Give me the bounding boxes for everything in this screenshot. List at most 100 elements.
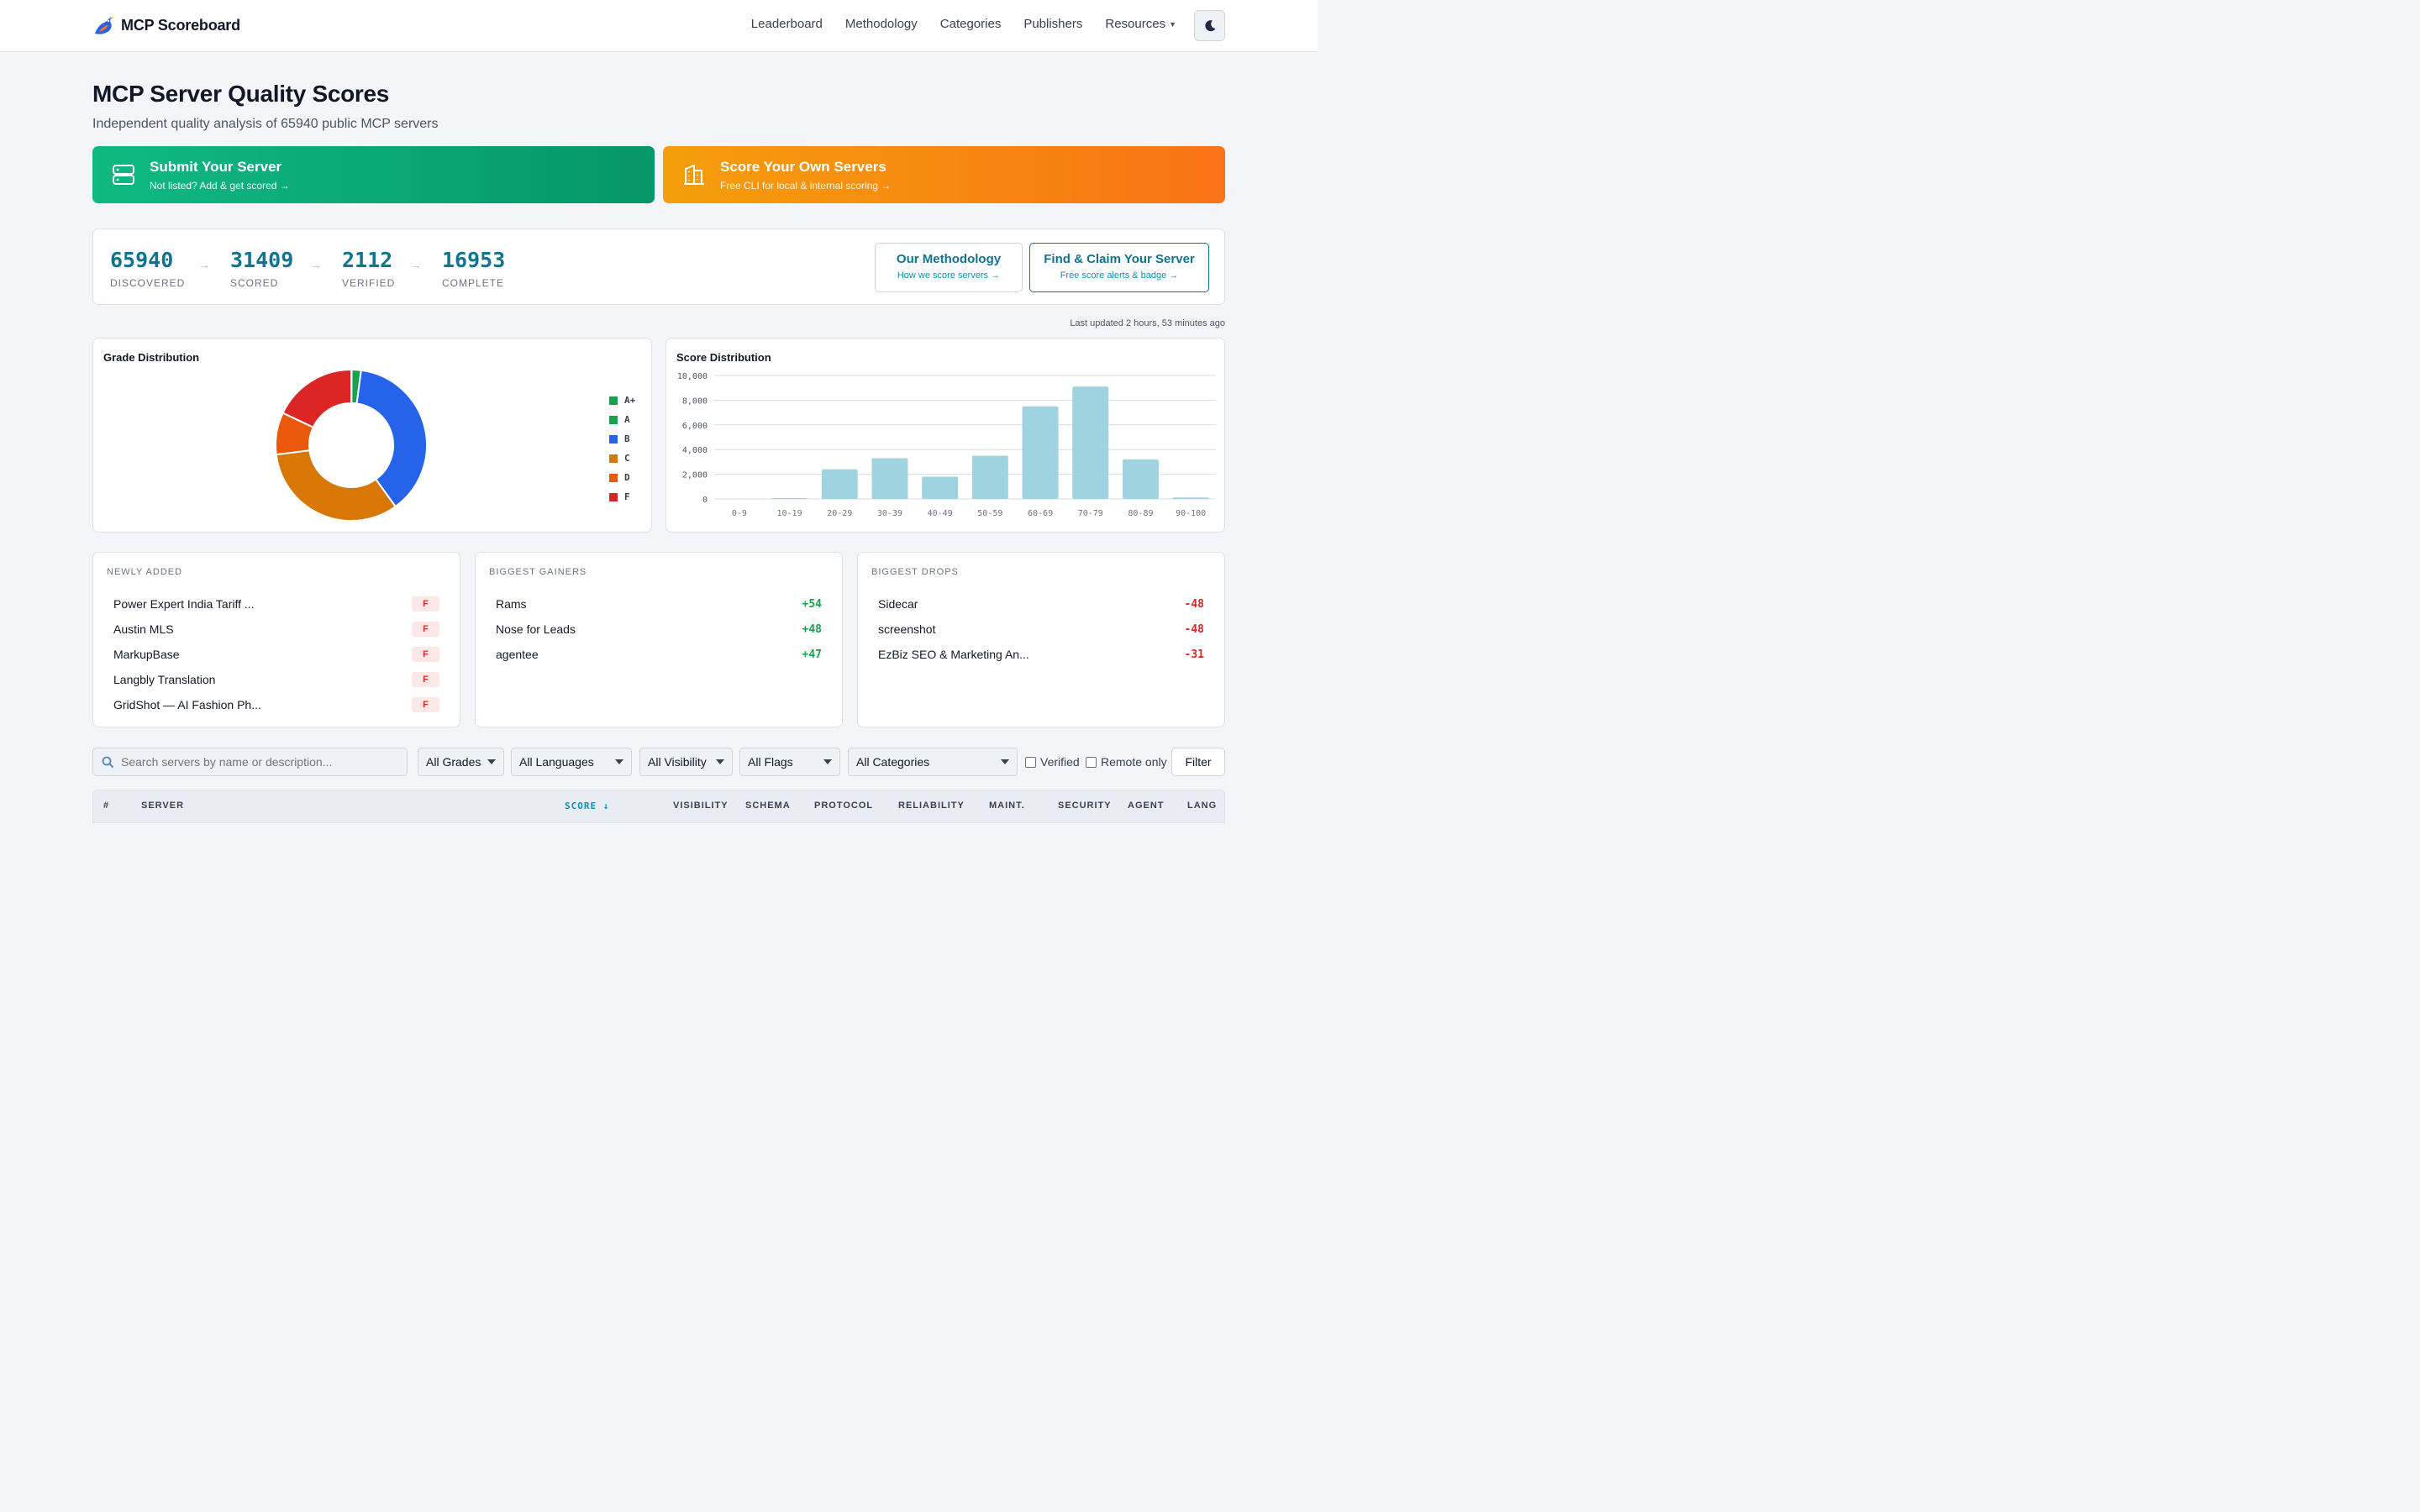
arrow-right-icon: → bbox=[310, 258, 322, 271]
grade-badge: F bbox=[412, 596, 439, 612]
donut-slice-b[interactable] bbox=[355, 369, 428, 508]
bar-40-49[interactable] bbox=[922, 476, 959, 499]
col-agent[interactable]: AGENT bbox=[1128, 801, 1165, 811]
grade-badge: F bbox=[412, 672, 439, 687]
bar-30-39[interactable] bbox=[871, 458, 908, 499]
bar-50-59[interactable] bbox=[971, 455, 1008, 499]
bar-90-100[interactable] bbox=[1172, 497, 1209, 499]
list-item[interactable]: Nose for Leads +48 bbox=[496, 617, 822, 642]
moon-icon bbox=[1204, 19, 1215, 31]
server-name[interactable]: MarkupBase bbox=[113, 648, 180, 661]
legend-item[interactable]: F bbox=[609, 487, 635, 507]
brand[interactable]: MCP Scoreboard bbox=[92, 13, 240, 37]
legend-label: B bbox=[624, 433, 630, 444]
select-value: All Languages bbox=[519, 755, 594, 769]
col-schema[interactable]: SCHEMA bbox=[745, 801, 791, 811]
y-tick-label: 8,000 bbox=[682, 396, 708, 406]
nav-categories[interactable]: Categories bbox=[939, 17, 1002, 31]
search-input[interactable] bbox=[121, 755, 390, 769]
nav-resources[interactable]: Resources ▼ bbox=[1105, 17, 1176, 31]
list-item[interactable]: GridShot — AI Fashion Ph... F bbox=[113, 692, 439, 717]
newly-added-card: NEWLY ADDED Power Expert India Tariff ..… bbox=[92, 552, 460, 727]
server-name[interactable]: Austin MLS bbox=[113, 622, 174, 636]
grade-select[interactable]: All Grades bbox=[418, 748, 504, 776]
submit-server-banner[interactable]: Submit Your Server Not listed? Add & get… bbox=[92, 146, 655, 203]
list-item[interactable]: EzBiz SEO & Marketing An... -31 bbox=[878, 642, 1204, 667]
button-subtitle: Free score alerts & badge → bbox=[1060, 270, 1179, 281]
list-item[interactable]: agentee +47 bbox=[496, 642, 822, 667]
checkbox-box[interactable] bbox=[1025, 756, 1036, 768]
legend-swatch bbox=[609, 415, 618, 424]
score-own-servers-banner[interactable]: Score Your Own Servers Free CLI for loca… bbox=[663, 146, 1225, 203]
list-item[interactable]: Sidecar -48 bbox=[878, 591, 1204, 617]
score-bar-chart: 0 2,000 4,000 6,000 8,000 10,000 0-9 10-19 20-29… bbox=[677, 372, 1216, 518]
our-methodology-button[interactable]: Our Methodology How we score servers → bbox=[875, 243, 1023, 292]
list-item[interactable]: MarkupBase F bbox=[113, 642, 439, 667]
legend-item[interactable]: D bbox=[609, 468, 635, 487]
categories-select[interactable]: All Categories bbox=[848, 748, 1018, 776]
stat-label: SCORED bbox=[230, 277, 279, 289]
col-reliability[interactable]: RELIABILITY bbox=[898, 801, 965, 811]
donut-slice-c[interactable] bbox=[275, 449, 397, 522]
donut-slice-f[interactable] bbox=[281, 368, 352, 428]
server-name[interactable]: Nose for Leads bbox=[496, 622, 576, 636]
list-item[interactable]: screenshot -48 bbox=[878, 617, 1204, 642]
claim-server-button[interactable]: Find & Claim Your Server Free score aler… bbox=[1029, 243, 1209, 292]
legend-item[interactable]: C bbox=[609, 449, 635, 468]
server-name[interactable]: Sidecar bbox=[878, 597, 918, 611]
legend-item[interactable]: A+ bbox=[609, 391, 635, 410]
legend-label: C bbox=[624, 453, 630, 464]
x-tick-label: 50-59 bbox=[977, 509, 1002, 518]
score-delta: +47 bbox=[802, 648, 822, 661]
col-maintenance[interactable]: MAINT. bbox=[989, 801, 1025, 811]
bar-20-29[interactable] bbox=[821, 469, 858, 499]
theme-toggle-button[interactable] bbox=[1194, 10, 1225, 41]
server-name[interactable]: GridShot — AI Fashion Ph... bbox=[113, 698, 261, 711]
nav-publishers[interactable]: Publishers bbox=[1023, 17, 1083, 31]
legend-item[interactable]: B bbox=[609, 429, 635, 449]
legend-swatch bbox=[609, 396, 618, 405]
legend-label: D bbox=[624, 472, 630, 483]
col-server[interactable]: SERVER bbox=[141, 801, 185, 811]
list-item[interactable]: Austin MLS F bbox=[113, 617, 439, 642]
y-tick-label: 0 bbox=[702, 496, 708, 505]
visibility-select[interactable]: All Visibility bbox=[639, 748, 733, 776]
score-delta: -48 bbox=[1184, 622, 1204, 636]
search-box[interactable] bbox=[92, 748, 408, 776]
flags-select[interactable]: All Flags bbox=[739, 748, 840, 776]
bar-80-89[interactable] bbox=[1122, 459, 1159, 499]
bar-70-79[interactable] bbox=[1072, 386, 1109, 499]
list-label: BIGGEST DROPS bbox=[871, 567, 959, 577]
nav-methodology[interactable]: Methodology bbox=[844, 17, 918, 31]
button-subtitle: How we score servers → bbox=[897, 270, 1001, 281]
bird-logo-icon bbox=[95, 17, 114, 34]
stat-label: COMPLETE bbox=[442, 277, 505, 289]
language-select[interactable]: All Languages bbox=[511, 748, 632, 776]
server-name[interactable]: Langbly Translation bbox=[113, 673, 216, 686]
server-name[interactable]: screenshot bbox=[878, 622, 936, 636]
server-name[interactable]: EzBiz SEO & Marketing An... bbox=[878, 648, 1029, 661]
server-name[interactable]: Power Expert India Tariff ... bbox=[113, 597, 255, 611]
col-visibility[interactable]: VISIBILITY bbox=[673, 801, 729, 811]
bar-60-69[interactable] bbox=[1022, 406, 1059, 499]
checkbox-box[interactable] bbox=[1086, 756, 1097, 768]
legend-item[interactable]: A bbox=[609, 410, 635, 429]
server-name[interactable]: Rams bbox=[496, 597, 527, 611]
filter-button[interactable]: Filter bbox=[1171, 748, 1225, 776]
col-protocol[interactable]: PROTOCOL bbox=[814, 801, 874, 811]
list-item[interactable]: Rams +54 bbox=[496, 591, 822, 617]
col-lang[interactable]: LANG bbox=[1187, 801, 1218, 811]
bar-10-19[interactable] bbox=[771, 498, 808, 499]
x-tick-label: 80-89 bbox=[1128, 509, 1153, 518]
col-score[interactable]: SCORE ↓ bbox=[565, 801, 610, 811]
submit-server-subtitle: Not listed? Add & get scored → bbox=[150, 179, 290, 192]
remote-only-checkbox[interactable]: Remote only bbox=[1086, 755, 1167, 769]
col-security[interactable]: SECURITY bbox=[1058, 801, 1112, 811]
score-delta: -31 bbox=[1184, 648, 1204, 661]
list-item[interactable]: Power Expert India Tariff ... F bbox=[113, 591, 439, 617]
server-name[interactable]: agentee bbox=[496, 648, 539, 661]
verified-checkbox[interactable]: Verified bbox=[1025, 755, 1080, 769]
nav-leaderboard[interactable]: Leaderboard bbox=[750, 17, 823, 31]
x-tick-label: 40-49 bbox=[928, 509, 953, 518]
list-item[interactable]: Langbly Translation F bbox=[113, 667, 439, 692]
